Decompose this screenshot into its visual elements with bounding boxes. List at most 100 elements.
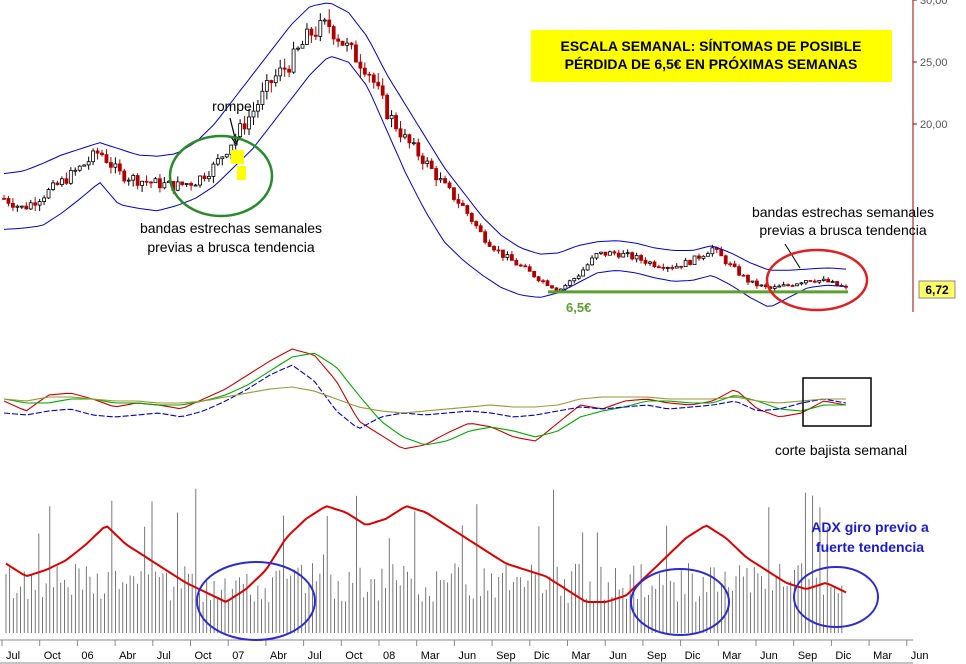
price-candle bbox=[723, 255, 728, 265]
price-candle bbox=[416, 142, 421, 157]
price-candle bbox=[345, 42, 349, 46]
time-tick-label: Dic bbox=[685, 650, 701, 662]
price-candle bbox=[77, 165, 82, 171]
price-candle bbox=[496, 249, 501, 252]
chart-title: ESCALA SEMANAL: SÍNTOMAS DE POSIBLE bbox=[560, 38, 861, 54]
price-candle bbox=[340, 40, 345, 46]
price-candle bbox=[652, 261, 657, 268]
price-candle bbox=[158, 178, 162, 189]
price-candle bbox=[211, 163, 216, 177]
time-tick-label: 08 bbox=[383, 650, 395, 662]
price-candle bbox=[11, 202, 15, 208]
price-candle bbox=[688, 259, 692, 265]
price-candle bbox=[131, 175, 136, 181]
price-candle bbox=[407, 134, 412, 144]
oscillator-line bbox=[3, 352, 846, 446]
price-candle bbox=[532, 270, 537, 278]
price-candle bbox=[799, 282, 804, 285]
oscillator-line bbox=[3, 386, 846, 414]
price-candle bbox=[202, 175, 207, 179]
price-candle bbox=[55, 182, 60, 185]
price-candle bbox=[795, 283, 799, 287]
price-candle bbox=[594, 252, 599, 259]
price-candle bbox=[349, 42, 354, 46]
price-candle bbox=[728, 263, 733, 266]
price-candle bbox=[536, 276, 541, 282]
price-candle bbox=[443, 178, 447, 184]
price-candle bbox=[140, 180, 145, 186]
time-tick-label: Jul bbox=[308, 650, 322, 662]
price-candle bbox=[697, 255, 701, 259]
price-candle bbox=[786, 284, 790, 287]
price-candle bbox=[612, 251, 617, 254]
price-lines bbox=[3, 2, 847, 307]
price-candle bbox=[42, 197, 46, 202]
price-candle bbox=[648, 261, 652, 264]
price-candle bbox=[305, 28, 309, 45]
price-candle bbox=[327, 19, 332, 27]
price-candle bbox=[817, 280, 822, 283]
price-candle bbox=[318, 20, 323, 37]
price-candle bbox=[184, 183, 189, 185]
time-tick-label: Oct bbox=[195, 650, 212, 662]
price-candle bbox=[149, 181, 153, 184]
price-candle bbox=[679, 265, 684, 268]
time-tick-label: Jul bbox=[157, 650, 171, 662]
price-candle bbox=[625, 252, 630, 255]
annotation-corte: corte bajista semanal bbox=[775, 442, 907, 458]
price-candle bbox=[527, 266, 532, 272]
price-candle bbox=[398, 128, 403, 138]
price-candle bbox=[656, 266, 661, 269]
time-tick-label: Sep bbox=[496, 650, 516, 662]
price-candle bbox=[82, 164, 87, 167]
annotation-bandas-right-2: previas a brusca tendencia bbox=[759, 222, 927, 238]
price-candle bbox=[514, 260, 519, 266]
price-candle bbox=[447, 182, 452, 189]
price-candle bbox=[452, 187, 456, 200]
price-candle bbox=[434, 168, 439, 181]
price-candle bbox=[354, 44, 358, 63]
price-candle bbox=[287, 68, 292, 73]
price-candle bbox=[518, 264, 523, 267]
price-candle bbox=[358, 61, 363, 69]
time-tick-label: Oct bbox=[44, 650, 61, 662]
price-candle bbox=[122, 170, 127, 182]
price-candle bbox=[576, 275, 581, 279]
price-candle bbox=[554, 287, 559, 292]
price-candle bbox=[621, 252, 626, 258]
price-candle bbox=[385, 94, 390, 120]
price-candle bbox=[60, 178, 64, 185]
time-tick-label: Mar bbox=[722, 650, 741, 662]
price-candle bbox=[278, 67, 283, 77]
support-label: 6,5€ bbox=[566, 300, 591, 315]
price-candle bbox=[483, 231, 488, 243]
price-candle bbox=[162, 182, 167, 189]
price-candle bbox=[634, 255, 639, 260]
crossover-box bbox=[802, 377, 872, 427]
price-candle bbox=[692, 255, 697, 265]
price-candle bbox=[336, 38, 341, 42]
price-candle bbox=[362, 67, 367, 75]
bollinger-band bbox=[3, 2, 847, 271]
price-candle bbox=[603, 251, 608, 256]
price-candle bbox=[220, 156, 225, 160]
price-bars bbox=[2, 9, 848, 294]
price-candle bbox=[100, 152, 104, 156]
price-candle bbox=[117, 163, 122, 172]
price-candle bbox=[73, 169, 78, 172]
annotation-bandas-left-2: previas a brusca tendencia bbox=[147, 239, 315, 255]
time-tick-label: Abr bbox=[119, 650, 136, 662]
price-tick-label: 20,00 bbox=[920, 119, 948, 131]
breakout-highlight bbox=[231, 150, 244, 164]
price-candle bbox=[777, 285, 782, 288]
price-candle bbox=[189, 183, 194, 186]
price-candle bbox=[28, 202, 33, 210]
price-candle bbox=[701, 255, 706, 259]
price-candle bbox=[572, 278, 577, 282]
price-candle bbox=[750, 280, 755, 283]
price-candle bbox=[420, 155, 425, 164]
price-candle bbox=[781, 284, 786, 287]
price-candle bbox=[6, 198, 11, 204]
price-candle bbox=[198, 175, 202, 186]
